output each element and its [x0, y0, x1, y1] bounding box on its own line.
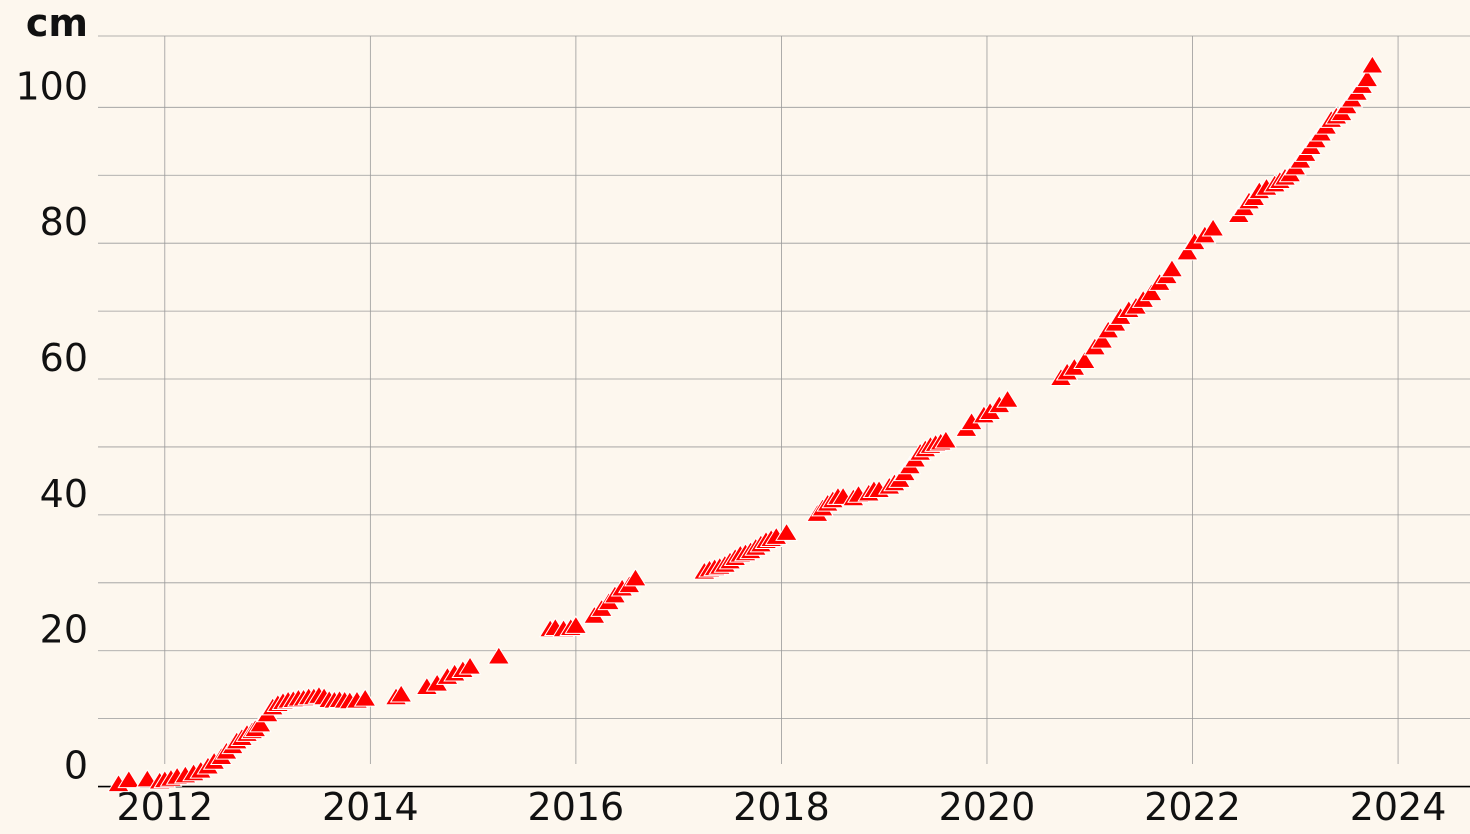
data-point [1090, 330, 1114, 349]
grid-lines [98, 35, 1470, 788]
data-point [1360, 55, 1384, 74]
x-tick-label: 2020 [939, 785, 1036, 829]
y-tick-label: 80 [40, 200, 88, 244]
data-point [458, 656, 482, 675]
x-tick-label: 2018 [733, 785, 830, 829]
y-axis-unit-label: cm [26, 1, 88, 45]
x-tick-label: 2016 [528, 785, 625, 829]
x-tick-label: 2014 [322, 785, 419, 829]
y-tick-label: 0 [64, 744, 88, 788]
data-point [389, 684, 413, 703]
y-tick-label: 40 [40, 472, 88, 516]
data-point [1140, 282, 1163, 302]
data-point [1073, 350, 1097, 369]
data-point [353, 688, 377, 707]
y-tick-label: 100 [15, 64, 88, 108]
data-point [934, 430, 958, 449]
y-tick-label: 60 [40, 336, 88, 380]
data-point [564, 615, 588, 634]
data-point [775, 522, 798, 541]
data-point [1355, 68, 1379, 88]
x-axis-ticks: 2012 2014 2016 2018 2020 2022 2024 [116, 785, 1446, 829]
data-point [248, 713, 272, 733]
y-tick-label: 20 [40, 608, 88, 652]
data-point [1175, 241, 1199, 261]
data-point [996, 389, 1019, 408]
x-tick-label: 2022 [1144, 785, 1241, 829]
data-point [1201, 218, 1225, 237]
data-point [624, 567, 647, 587]
data-points [107, 55, 1384, 793]
y-axis-ticks: 0 20 40 60 80 100 [15, 64, 88, 787]
data-point [1160, 258, 1184, 278]
x-tick-label: 2012 [116, 785, 213, 829]
data-point [487, 646, 511, 665]
data-point [117, 769, 141, 789]
x-tick-label: 2024 [1350, 785, 1447, 829]
